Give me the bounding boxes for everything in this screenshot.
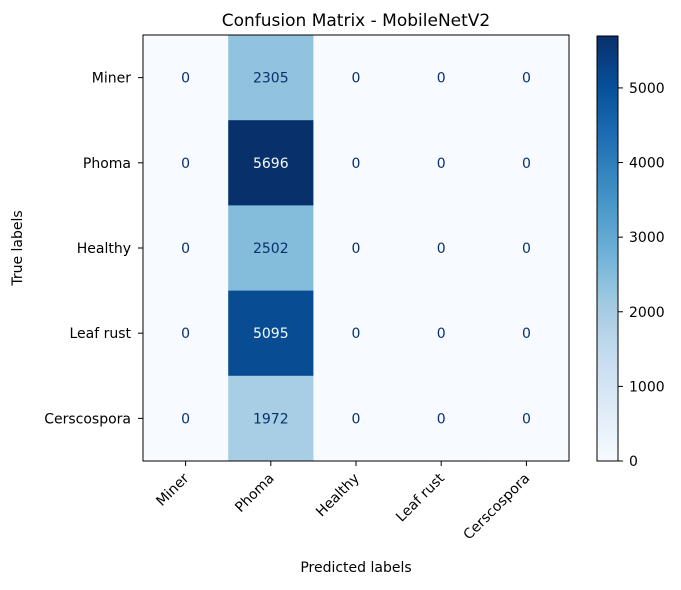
colorbar-tick-label: 0 bbox=[629, 454, 638, 470]
cell-value-label: 0 bbox=[181, 156, 190, 172]
cell-value-label: 0 bbox=[522, 326, 531, 342]
cell-value-label: 0 bbox=[352, 411, 361, 427]
heatmap-cell bbox=[228, 375, 314, 462]
cell-value-label: 0 bbox=[352, 156, 361, 172]
cell-value-label: 0 bbox=[181, 71, 190, 87]
heatmap-cell bbox=[483, 290, 570, 377]
cell-value-label: 0 bbox=[522, 241, 531, 257]
heatmap-cell bbox=[313, 35, 400, 121]
x-tick-label: Cerscospora bbox=[461, 471, 534, 544]
cell-value-label: 0 bbox=[522, 156, 531, 172]
y-axis: Miner Phoma Healthy Leaf rust Cerscospora bbox=[44, 71, 143, 427]
heatmap-cell bbox=[398, 290, 485, 377]
cell-value-label: 0 bbox=[181, 326, 190, 342]
cell-value-label: 5095 bbox=[253, 326, 289, 342]
heatmap-cell bbox=[483, 375, 570, 462]
heatmap-cell bbox=[483, 120, 570, 206]
colorbar-gradient bbox=[596, 35, 619, 462]
cell-value-label: 0 bbox=[352, 241, 361, 257]
heatmap-cell bbox=[398, 120, 485, 206]
colorbar-tick-label: 4000 bbox=[629, 156, 665, 172]
cell-value-label: 0 bbox=[352, 326, 361, 342]
heatmap-cell bbox=[398, 375, 485, 462]
heatmap-cell bbox=[228, 205, 314, 292]
heatmap-cell bbox=[228, 35, 314, 121]
cell-value-label: 2305 bbox=[253, 71, 289, 87]
heatmap-cell bbox=[228, 120, 314, 206]
colorbar-tick-label: 3000 bbox=[629, 230, 665, 246]
colorbar-ticks: 0 1000 2000 3000 4000 5000 bbox=[618, 81, 665, 470]
x-axis-label: Predicted labels bbox=[300, 560, 411, 576]
colorbar-tick-label: 1000 bbox=[629, 379, 665, 395]
y-tick-label: Healthy bbox=[77, 241, 131, 257]
y-tick-label: Phoma bbox=[83, 156, 131, 172]
heatmap-cell bbox=[398, 205, 485, 292]
heatmap-cell bbox=[313, 290, 400, 377]
cell-value-label: 0 bbox=[352, 71, 361, 87]
heatmap-cell bbox=[313, 120, 400, 206]
colorbar-tick-label: 5000 bbox=[629, 81, 665, 97]
cell-value-label: 0 bbox=[437, 411, 446, 427]
y-tick-label: Leaf rust bbox=[69, 326, 131, 342]
colorbar: 0 1000 2000 3000 4000 5000 bbox=[596, 35, 665, 470]
x-axis: Miner Phoma Healthy Leaf rust Cerscospora bbox=[153, 461, 533, 543]
heatmap-cell bbox=[228, 290, 314, 377]
x-tick-label: Leaf rust bbox=[393, 470, 448, 525]
heatmap-cells bbox=[143, 35, 570, 462]
cell-value-label: 5696 bbox=[253, 156, 289, 172]
heatmap-cell bbox=[143, 375, 229, 462]
heatmap-cell bbox=[143, 120, 229, 206]
cell-value-label: 0 bbox=[181, 241, 190, 257]
y-tick-label: Miner bbox=[92, 71, 131, 87]
y-axis-label: True labels bbox=[10, 210, 26, 286]
heatmap-cell bbox=[398, 35, 485, 121]
heatmap-cell bbox=[313, 205, 400, 292]
cell-value-label: 0 bbox=[437, 156, 446, 172]
x-tick-label: Phoma bbox=[232, 471, 277, 516]
x-tick-label: Healthy bbox=[313, 471, 363, 521]
heatmap-cell bbox=[483, 35, 570, 121]
cell-value-label: 0 bbox=[522, 411, 531, 427]
heatmap-cell bbox=[143, 35, 229, 121]
heatmap-cell bbox=[143, 205, 229, 292]
chart-title: Confusion Matrix - MobileNetV2 bbox=[222, 11, 490, 31]
heatmap-cell bbox=[483, 205, 570, 292]
cell-value-label: 1972 bbox=[253, 411, 289, 427]
cell-value-label: 2502 bbox=[253, 241, 289, 257]
colorbar-tick-label: 2000 bbox=[629, 305, 665, 321]
cell-value-label: 0 bbox=[522, 71, 531, 87]
heatmap-cell bbox=[313, 375, 400, 462]
cell-value-label: 0 bbox=[437, 326, 446, 342]
x-tick-label: Miner bbox=[153, 470, 192, 509]
cell-value-label: 0 bbox=[437, 71, 446, 87]
cell-value-label: 0 bbox=[181, 411, 190, 427]
y-tick-label: Cerscospora bbox=[44, 411, 131, 427]
cell-value-label: 0 bbox=[437, 241, 446, 257]
heatmap-cell bbox=[143, 290, 229, 377]
cell-value-labels: 0 2305 0 0 0 0 5696 0 0 0 0 2502 0 0 0 0 5095 0 0 0 0 1972 0 0 0 bbox=[181, 71, 531, 428]
